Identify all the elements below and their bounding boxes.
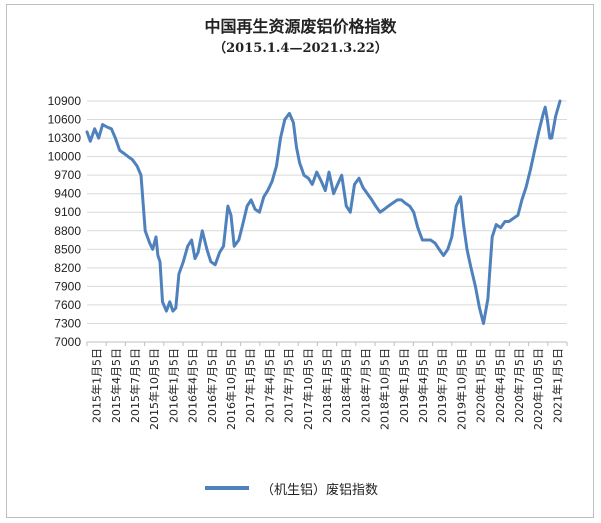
y-tick-label: 9100	[54, 205, 81, 219]
series-layer	[85, 99, 562, 325]
y-tick-label: 7300	[54, 316, 81, 330]
x-tick-label: 2018年10月5日	[378, 348, 392, 430]
x-tick-label: 2017年7月5日	[282, 348, 296, 423]
x-tick-label: 2019年10月5日	[454, 348, 468, 430]
legend-swatch	[205, 486, 249, 490]
legend: （机生铝）废铝指数	[205, 478, 378, 498]
x-axis: 2015年1月5日 2015年4月5日 2015年7月5日 2015年10月5日 201…	[86, 341, 568, 430]
x-tick-label: 2016年7月5日	[205, 348, 219, 423]
legend-label: （机生铝）废铝指数	[261, 482, 379, 498]
chart-title: 中国再生资源废铝价格指数	[204, 17, 397, 36]
x-tick-label: 2017年1月5日	[243, 348, 257, 423]
y-tick-label: 9400	[54, 187, 81, 201]
x-tick-label: 2021年1月5日	[550, 348, 564, 423]
y-tick-label: 9700	[54, 168, 81, 182]
x-tick-label: 2017年10月5日	[301, 348, 315, 430]
chart-frame	[6, 4, 594, 518]
x-tick-label: 2017年4月5日	[262, 348, 276, 423]
x-tick-label: 2019年4月5日	[416, 348, 430, 423]
series-line	[85, 99, 562, 325]
x-tick-label: 2020年4月5日	[493, 348, 507, 423]
x-tick-label: 2018年4月5日	[339, 348, 353, 423]
y-tick-label: 8800	[54, 224, 81, 238]
x-tick-label: 2016年1月5日	[166, 348, 180, 423]
y-tick-label: 10600	[48, 113, 82, 127]
x-tick-label: 2015年4月5日	[109, 348, 123, 423]
y-tick-label: 7600	[54, 298, 81, 312]
x-tick-label: 2018年1月5日	[320, 348, 334, 423]
x-tick-label: 2015年1月5日	[90, 348, 104, 423]
x-tick-label: 2020年7月5日	[512, 348, 526, 423]
chart-subtitle: （2015.1.4—2021.3.22）	[213, 41, 388, 56]
x-tick-label: 2020年10月5日	[531, 348, 545, 430]
x-tick-label: 2019年1月5日	[397, 348, 411, 423]
x-tick-label: 2018年7月5日	[358, 348, 372, 423]
y-tick-label: 10000	[48, 150, 82, 164]
y-axis: 7000 7300 7600 7900 8200 8500 8800 9100 9400 9700…	[48, 94, 82, 349]
x-tick-label: 2020年1月5日	[474, 348, 488, 423]
x-tick-label: 2016年4月5日	[186, 348, 200, 423]
y-tick-label: 7900	[54, 279, 81, 293]
y-tick-label: 8500	[54, 242, 81, 256]
x-tick-label: 2016年10月5日	[224, 348, 238, 430]
x-tick-label: 2015年7月5日	[128, 348, 142, 423]
y-tick-label: 10300	[48, 131, 82, 145]
y-tick-label: 10900	[48, 94, 82, 108]
gridlines	[87, 100, 567, 343]
x-tick-label: 2015年10月5日	[147, 348, 161, 430]
y-tick-label: 7000	[54, 335, 81, 349]
y-tick-label: 8200	[54, 261, 81, 275]
x-tick-label: 2019年7月5日	[435, 348, 449, 423]
